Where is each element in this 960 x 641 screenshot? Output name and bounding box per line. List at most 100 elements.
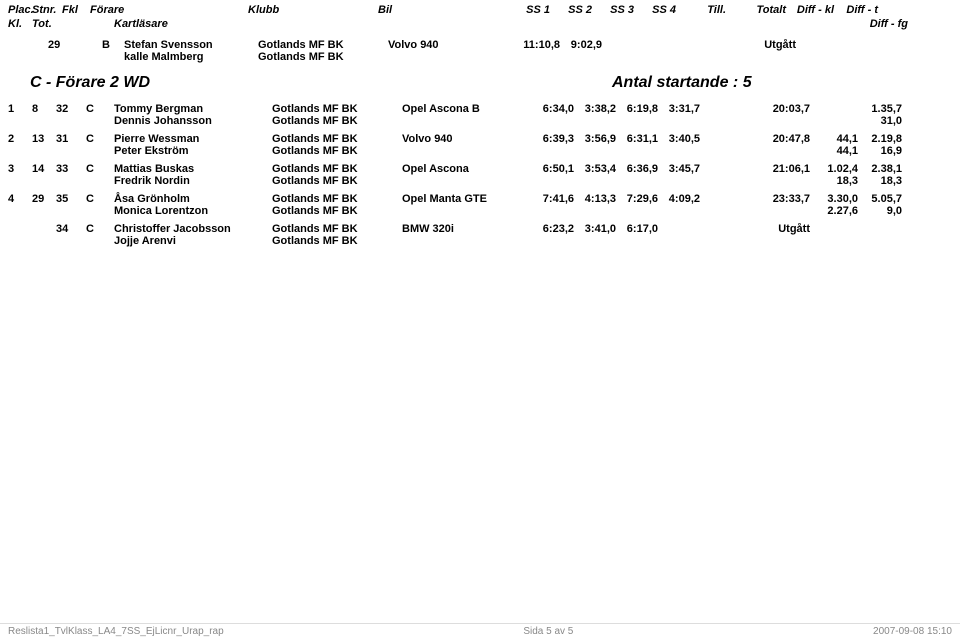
- hdr-ss1: SS 1: [508, 4, 550, 16]
- section-title: C - Förare 2 WD: [30, 74, 612, 92]
- cell-bil: Volvo 940: [388, 39, 518, 51]
- footer-center: Sida 5 av 5: [523, 626, 573, 637]
- cell-stnr: 31: [56, 133, 86, 145]
- cell-codriver: Monica Lorentzon: [114, 205, 272, 217]
- cell-ss1: 6:34,0: [532, 103, 574, 115]
- cell-difft2: [858, 235, 902, 247]
- cell-bil: Opel Ascona B: [402, 103, 532, 115]
- cell-diffkl: 1.02,4: [810, 163, 858, 175]
- hdr-fkl: Fkl: [62, 4, 90, 16]
- cell-stnr: 32: [56, 103, 86, 115]
- cell-fkl: B: [102, 39, 124, 51]
- section-header: C - Förare 2 WD Antal startande : 5: [0, 66, 960, 100]
- cell-codriver: kalle Malmberg: [124, 51, 258, 63]
- cell-diffkl: [810, 103, 858, 115]
- cell-klubb: Gotlands MF BK: [272, 163, 402, 175]
- table-row: Monica LorentzonGotlands MF BK 2.27,69,0: [0, 205, 960, 220]
- table-subheader: Kl. Tot. Kartläsare Diff - fg: [0, 18, 960, 36]
- cell-difft2: 31,0: [858, 115, 902, 127]
- cell-tot: 29: [32, 193, 56, 205]
- cell-ss2: 3:56,9: [574, 133, 616, 145]
- table-row: Fredrik NordinGotlands MF BK18,318,3: [0, 175, 960, 190]
- cell-ss3: 7:29,6: [616, 193, 658, 205]
- hdr-plac: Plac.: [8, 4, 32, 16]
- hdr-kartlasare: Kartläsare: [114, 18, 242, 30]
- cell-ss2: 3:53,4: [574, 163, 616, 175]
- cell-driver: Mattias Buskas: [114, 163, 272, 175]
- cell-bil: Opel Ascona: [402, 163, 532, 175]
- cell-tot: 13: [32, 133, 56, 145]
- hdr-forare: Förare: [90, 4, 248, 16]
- cell-codriver: Jojje Arenvi: [114, 235, 272, 247]
- cell-fkl: C: [86, 223, 114, 235]
- cell-klubb2: Gotlands MF BK: [258, 51, 388, 63]
- cell-ss4: [658, 223, 700, 235]
- footer-right: 2007-09-08 15:10: [873, 626, 952, 637]
- cell-difft2: 16,9: [858, 145, 902, 157]
- cell-tot: [32, 223, 56, 235]
- cell-difft2: 9,0: [858, 205, 902, 217]
- cell-difft: [858, 223, 902, 235]
- cell-codriver: Peter Ekström: [114, 145, 272, 157]
- hdr-ss3: SS 3: [592, 4, 634, 16]
- table-row: Jojje ArenviGotlands MF BK: [0, 235, 960, 250]
- cell-klubb: Gotlands MF BK: [258, 39, 388, 51]
- cell-plac: 2: [8, 133, 32, 145]
- cell-stnr: 34: [56, 223, 86, 235]
- cell-diffkl: [810, 223, 858, 235]
- hdr-stnr: Stnr.: [32, 4, 62, 16]
- hdr-tot: Tot.: [32, 18, 56, 30]
- section-subtitle: Antal startande : 5: [612, 74, 952, 92]
- cell-driver: Stefan Svensson: [124, 39, 258, 51]
- cell-ss3: 6:19,8: [616, 103, 658, 115]
- cell-diffkl2: 44,1: [810, 145, 858, 157]
- cell-ss3: 6:17,0: [616, 223, 658, 235]
- cell-codriver: Fredrik Nordin: [114, 175, 272, 187]
- page-footer: Reslista1_TvlKlass_LA4_7SS_EjLicnr_Urap_…: [0, 623, 960, 637]
- table-row: 42935CÅsa GrönholmGotlands MF BKOpel Man…: [0, 190, 960, 205]
- cell-tot: 14: [32, 163, 56, 175]
- cell-klubb2: Gotlands MF BK: [272, 175, 402, 187]
- cell-driver: Tommy Bergman: [114, 103, 272, 115]
- cell-fkl: C: [86, 193, 114, 205]
- cell-difft: 1.35,7: [858, 103, 902, 115]
- cell-plac: 4: [8, 193, 32, 205]
- cell-driver: Christoffer Jacobsson: [114, 223, 272, 235]
- cell-klubb2: Gotlands MF BK: [272, 205, 402, 217]
- cell-codriver: Dennis Johansson: [114, 115, 272, 127]
- cell-difft: 5.05,7: [858, 193, 902, 205]
- cell-ss1: 6:23,2: [532, 223, 574, 235]
- cell-difft2: 18,3: [858, 175, 902, 187]
- cell-ss3: 6:31,1: [616, 133, 658, 145]
- cell-bil: Volvo 940: [402, 133, 532, 145]
- cell-diffkl2: [810, 235, 858, 247]
- cell-stnr: 35: [56, 193, 86, 205]
- cell-ss4: 3:45,7: [658, 163, 700, 175]
- cell-diffkl2: 2.27,6: [810, 205, 858, 217]
- cell-ss2: 4:13,3: [574, 193, 616, 205]
- cell-plac: [8, 223, 32, 235]
- hdr-kl: Kl.: [8, 18, 32, 30]
- cell-ss2: 9:02,9: [560, 39, 602, 51]
- footer-left: Reslista1_TvlKlass_LA4_7SS_EjLicnr_Urap_…: [8, 626, 224, 637]
- table-row: Dennis JohanssonGotlands MF BK 31,0: [0, 115, 960, 130]
- cell-difft: 2.38,1: [858, 163, 902, 175]
- hdr-difft: Diff - t: [834, 4, 878, 16]
- cell-ss4: 4:09,2: [658, 193, 700, 205]
- hdr-bil: Bil: [378, 4, 508, 16]
- cell-tot: 8: [32, 103, 56, 115]
- cell-fkl: C: [86, 103, 114, 115]
- cell-diffkl2: [810, 115, 858, 127]
- cell-driver: Pierre Wessman: [114, 133, 272, 145]
- cell-klubb2: Gotlands MF BK: [272, 235, 402, 247]
- cell-stnr: 33: [56, 163, 86, 175]
- cell-klubb: Gotlands MF BK: [272, 223, 402, 235]
- cell-klubb2: Gotlands MF BK: [272, 115, 402, 127]
- hdr-diffkl: Diff - kl: [786, 4, 834, 16]
- cell-ss2: 3:41,0: [574, 223, 616, 235]
- table-row: 31433CMattias BuskasGotlands MF BKOpel A…: [0, 160, 960, 175]
- hdr-till: Till.: [676, 4, 726, 16]
- table-row: 1832CTommy BergmanGotlands MF BKOpel Asc…: [0, 100, 960, 115]
- cell-fkl: C: [86, 133, 114, 145]
- cell-klubb: Gotlands MF BK: [272, 103, 402, 115]
